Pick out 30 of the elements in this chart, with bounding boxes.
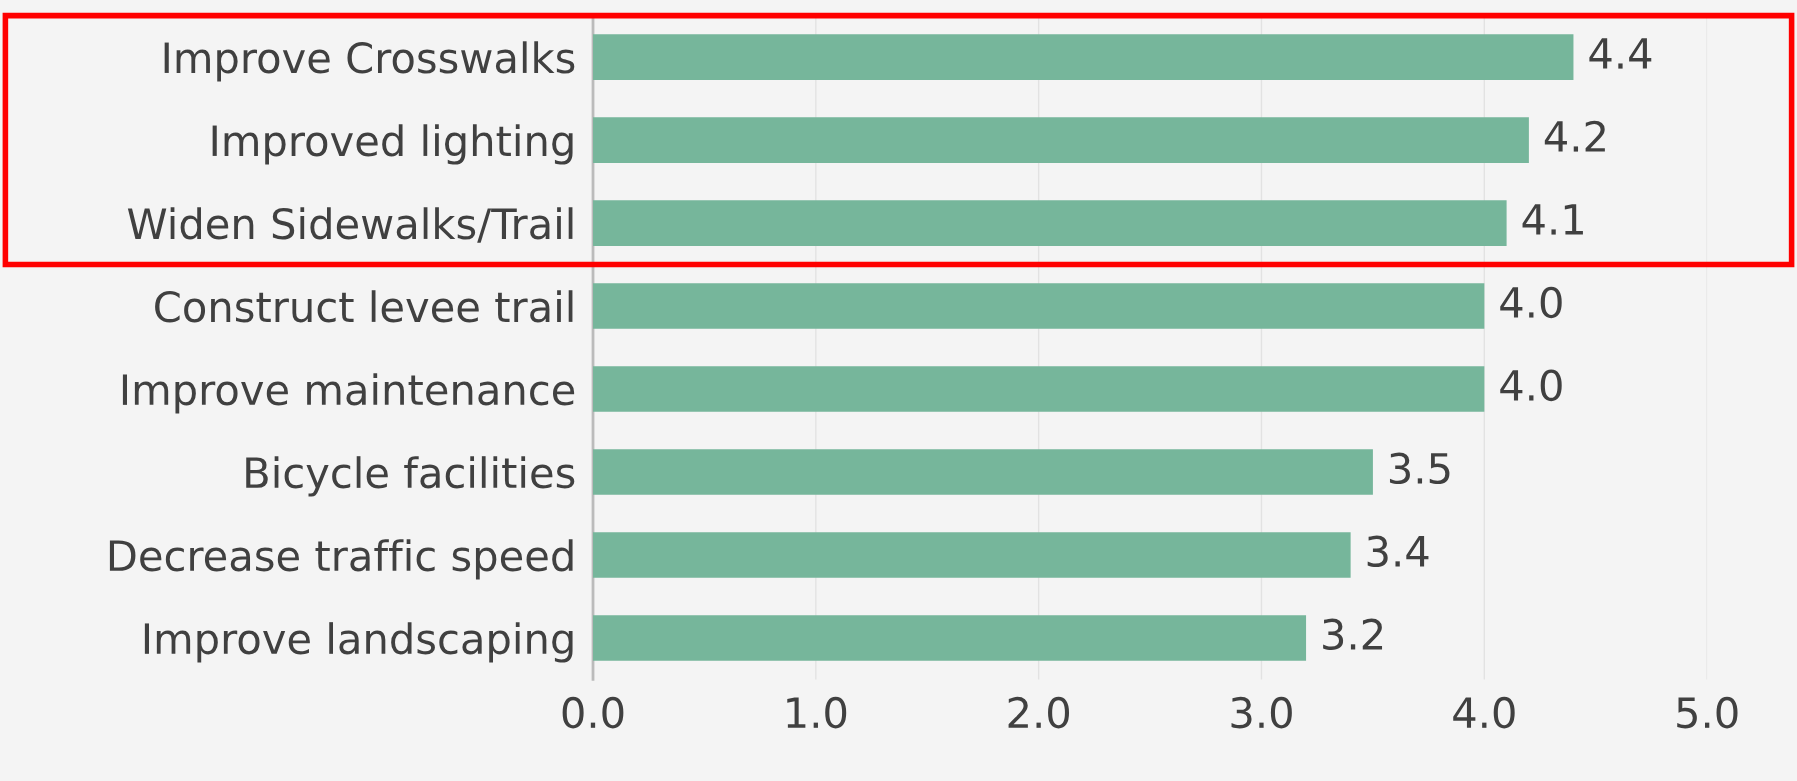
x-tick-label: 3.0 (1231, 696, 1292, 729)
data-label: 4.0 (1500, 286, 1562, 319)
x-tick-label: 4.0 (1453, 696, 1515, 729)
x-tick-label: 5.0 (1677, 696, 1738, 729)
y-tick-label: Improve Crosswalks (164, 41, 575, 82)
data-label: 4.1 (1522, 204, 1583, 235)
x-tick-label: 1.0 (787, 696, 847, 729)
bar (593, 117, 1529, 163)
bar (593, 615, 1307, 661)
y-tick-label: Widen Sidewalks/Trail (127, 207, 573, 243)
data-label: 4.0 (1500, 369, 1562, 402)
bar (593, 532, 1351, 578)
bar (593, 283, 1485, 329)
bar (593, 366, 1485, 412)
y-tick-label: Improve landscaping (144, 622, 573, 663)
data-label: 3.4 (1367, 535, 1429, 568)
data-label: 3.2 (1323, 618, 1383, 651)
y-tick-label: Decrease traffic speed (109, 539, 573, 580)
y-tick-label: Bicycle facilities (246, 456, 575, 497)
x-tick-label: 0.0 (562, 696, 624, 729)
bar (593, 200, 1507, 246)
data-label: 3.5 (1389, 452, 1450, 485)
y-tick-label: Construct levee trail (155, 290, 573, 323)
bar (593, 34, 1574, 80)
y-tick-label: Improve maintenance (122, 373, 575, 414)
bar (593, 449, 1373, 495)
data-label: 4.2 (1544, 120, 1605, 152)
x-tick-label: 2.0 (1008, 696, 1070, 729)
y-tick-label: Improved lighting (212, 124, 573, 165)
data-label: 4.4 (1589, 38, 1652, 69)
